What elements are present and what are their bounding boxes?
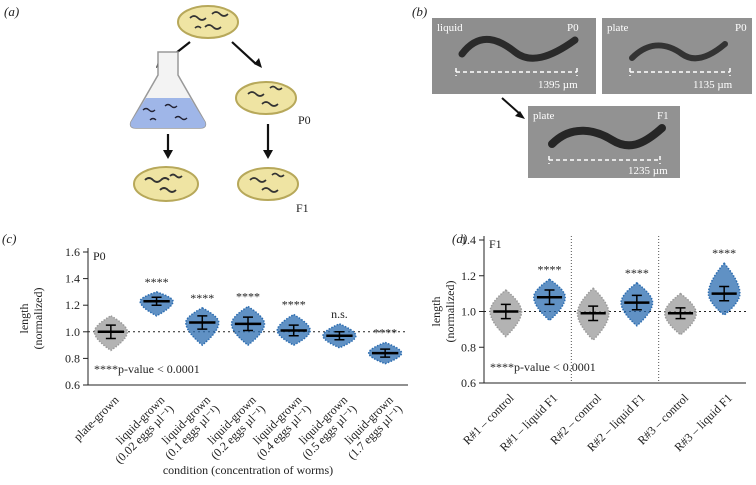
panel-label: (c) [2, 231, 16, 246]
y-tick-label: 1.0 [461, 305, 476, 319]
y-axis-label: length(normalized) [17, 288, 45, 350]
y-tick-label: 1.0 [65, 325, 80, 339]
y-tick-label: 1.2 [461, 269, 476, 283]
dish [133, 166, 199, 202]
condition: plate [607, 22, 628, 34]
scale: 1395 µm [538, 79, 578, 91]
scale: 1235 µm [628, 165, 668, 177]
generation: F1 [657, 110, 669, 122]
worms [247, 85, 283, 107]
significance: **** [373, 325, 397, 339]
annotation: F1 [489, 237, 502, 251]
dish [237, 167, 299, 201]
significance: **** [625, 266, 649, 280]
y-tick-label: 0.8 [461, 340, 476, 354]
y-tick-label: 1.4 [65, 272, 80, 286]
worms [144, 173, 183, 193]
generation: P0 [567, 22, 579, 34]
significance: **** [712, 246, 736, 260]
arrowhead [163, 150, 273, 159]
panel-b: (b) liquid P0 1395 µm plate P0 1135 µm p… [412, 4, 752, 178]
condition: liquid [437, 22, 463, 34]
panel-a: (a) P0 F1 [4, 4, 311, 215]
note: ****p-value < 0.0001 [94, 362, 200, 376]
y-tick-label: 0.8 [65, 351, 80, 365]
generation-label: P0 [298, 113, 311, 127]
panel-label: (a) [4, 4, 19, 19]
panel-label: (d) [452, 231, 467, 246]
y-tick-label: 0.6 [65, 378, 80, 392]
liquid [130, 98, 206, 128]
generation: P0 [735, 22, 747, 34]
scale-bar [629, 68, 731, 76]
y-tick-label: 1.2 [65, 298, 80, 312]
worm [548, 124, 666, 150]
annotation: P0 [93, 249, 106, 263]
significance: **** [236, 290, 260, 304]
significance: n.s. [331, 307, 348, 321]
dish [177, 5, 239, 39]
condition: plate [533, 110, 554, 122]
scale: 1135 µm [693, 79, 733, 91]
significance: **** [538, 262, 562, 276]
arrow [166, 124, 270, 152]
y-tick-label: 0.6 [461, 376, 476, 390]
note: ****p-value < 0.0001 [490, 360, 596, 374]
worm [458, 35, 579, 62]
y-tick-label: 1.4 [461, 233, 476, 247]
worms [189, 11, 229, 30]
scale-bar [455, 68, 578, 76]
arrowhead [515, 111, 525, 119]
x-axis-label: condition (concentration of worms) [163, 463, 333, 477]
dish [235, 81, 297, 115]
panel-label: (b) [412, 4, 427, 19]
significance: **** [282, 298, 306, 312]
worms [249, 172, 285, 193]
worms [142, 103, 188, 121]
generation-label: F1 [296, 201, 309, 215]
worm [629, 41, 728, 62]
arrow [501, 97, 521, 115]
y-tick-label: 1.6 [65, 245, 80, 259]
y-axis-label: length(normalized) [429, 281, 457, 343]
micrograph [602, 18, 752, 94]
significance: **** [190, 291, 214, 305]
significance: **** [145, 275, 169, 289]
scale-bar [548, 156, 661, 164]
